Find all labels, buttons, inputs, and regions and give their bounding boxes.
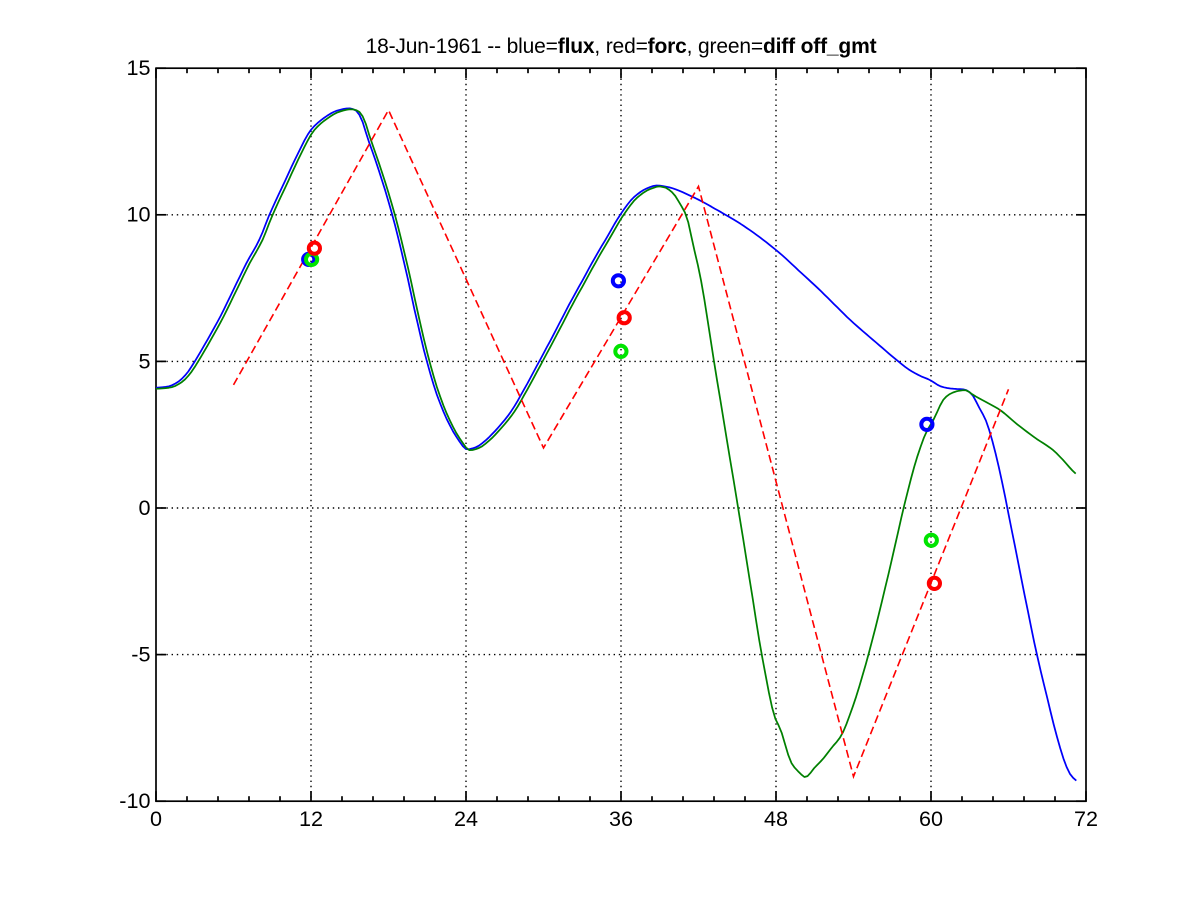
- svg-text:48: 48: [764, 806, 788, 831]
- svg-text:0: 0: [138, 495, 150, 520]
- svg-text:-10: -10: [119, 788, 150, 813]
- svg-text:5: 5: [138, 348, 150, 373]
- svg-text:36: 36: [609, 806, 633, 831]
- svg-text:60: 60: [919, 806, 943, 831]
- svg-text:15: 15: [126, 55, 150, 80]
- svg-text:18-Jun-1961 -- blue=flux, red=: 18-Jun-1961 -- blue=flux, red=forc, gree…: [366, 35, 877, 58]
- svg-text:24: 24: [454, 806, 478, 831]
- svg-text:10: 10: [126, 202, 150, 227]
- svg-text:0: 0: [150, 806, 162, 831]
- svg-text:-5: -5: [131, 642, 150, 667]
- svg-text:12: 12: [299, 806, 323, 831]
- svg-text:72: 72: [1074, 806, 1098, 831]
